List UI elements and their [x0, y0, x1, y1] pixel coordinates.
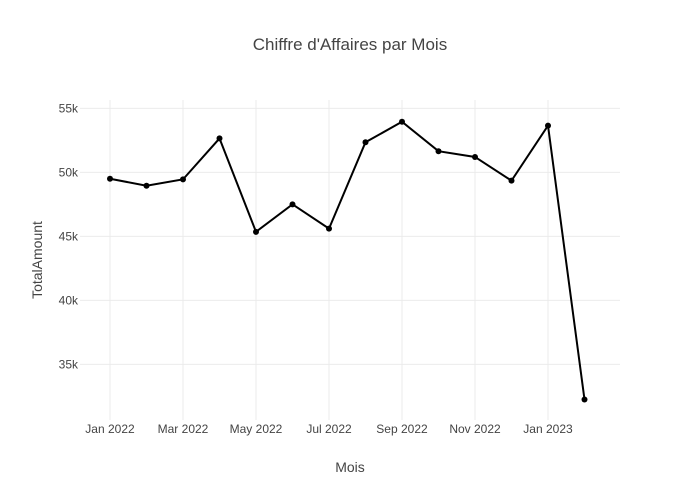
x-tick-label: May 2022 — [230, 422, 283, 436]
series-line — [109, 120, 586, 400]
data-point — [472, 153, 478, 160]
y-tick-labels: 35k 40k 45k 50k 55k — [59, 101, 79, 371]
y-tick-label: 40k — [59, 293, 79, 307]
data-point — [180, 176, 186, 183]
x-tick-labels: Jan 2022 Mar 2022 May 2022 Jul 2022 Sep 2022… — [85, 422, 573, 436]
y-axis-title: TotalAmount — [29, 221, 45, 299]
x-tick-label: Jan 2023 — [523, 422, 573, 436]
data-point — [107, 175, 113, 182]
data-point — [143, 182, 150, 189]
x-tick-label: Mar 2022 — [158, 422, 209, 436]
data-point — [216, 135, 223, 142]
data-point — [362, 139, 369, 146]
series-layer — [107, 118, 588, 403]
data-point — [399, 118, 405, 125]
y-gridlines — [80, 107, 620, 365]
chart-title: Chiffre d'Affaires par Mois — [253, 35, 447, 54]
data-point — [253, 228, 259, 235]
x-tick-label: Jul 2022 — [306, 422, 352, 436]
y-tick-label: 35k — [59, 357, 79, 371]
data-point — [326, 225, 332, 232]
data-point — [581, 396, 588, 403]
data-point — [435, 148, 442, 155]
x-tick-label: Sep 2022 — [376, 422, 428, 436]
x-tick-label: Nov 2022 — [449, 422, 501, 436]
y-tick-label: 50k — [59, 165, 79, 179]
x-gridlines — [109, 100, 549, 420]
x-tick-label: Jan 2022 — [85, 422, 135, 436]
data-point — [545, 122, 551, 129]
x-axis-title: Mois — [335, 459, 365, 475]
y-tick-label: 55k — [59, 101, 79, 115]
data-point — [508, 177, 515, 184]
y-tick-label: 45k — [59, 229, 79, 243]
data-point — [289, 201, 296, 208]
